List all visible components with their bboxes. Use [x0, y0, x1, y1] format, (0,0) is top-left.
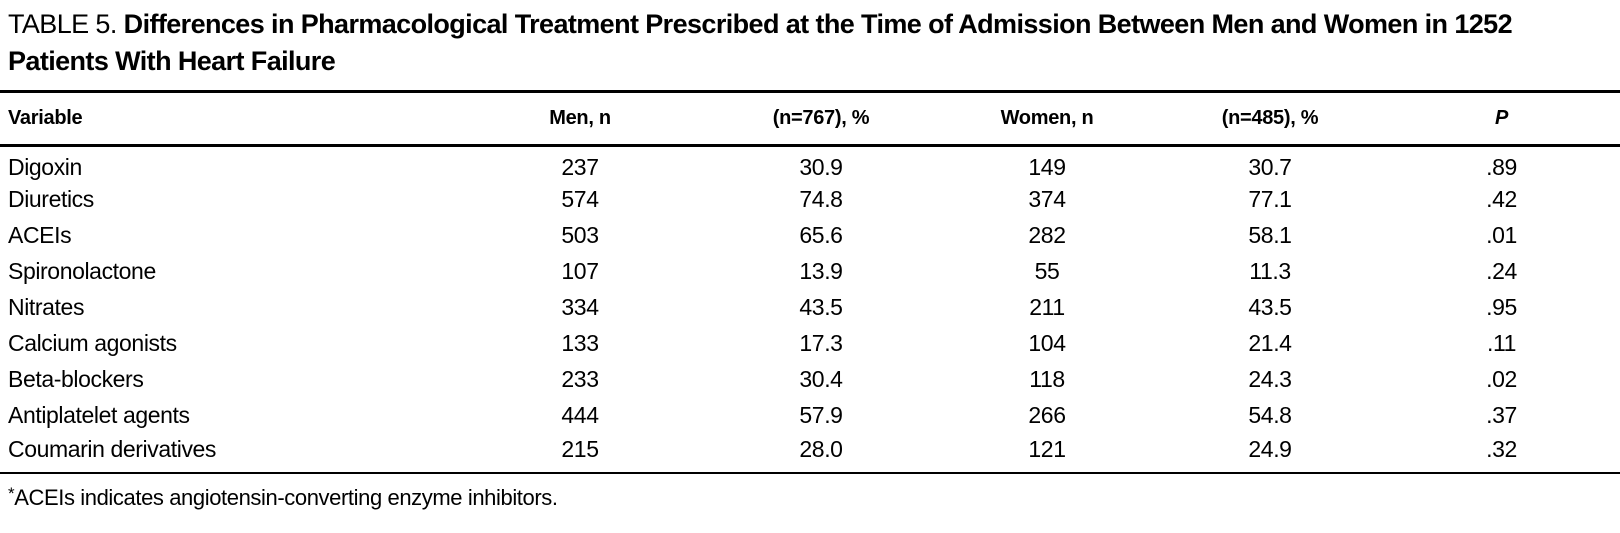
- row-variable-label: Digoxin: [8, 153, 82, 180]
- row-value: 54.8: [1248, 402, 1292, 428]
- row-value: .32: [1486, 436, 1517, 462]
- table-row: Diuretics 574 74.8 374 77.1 .42: [0, 182, 1620, 218]
- row-variable-label: Nitrates: [8, 294, 85, 320]
- row-value: 444: [561, 402, 599, 428]
- table-title: Differences in Pharmacological Treatment…: [8, 9, 1513, 76]
- row-value: .42: [1486, 186, 1517, 212]
- row-value: 30.4: [799, 366, 843, 392]
- row-value: 282: [1028, 222, 1066, 248]
- row-value: .89: [1486, 153, 1517, 180]
- row-value: 30.7: [1248, 153, 1292, 180]
- col-header-men-n: Men, n: [549, 107, 611, 129]
- row-value: 74.8: [799, 186, 843, 212]
- row-value: 133: [561, 330, 599, 356]
- row-variable-label: Spironolactone: [8, 258, 156, 284]
- row-value: 21.4: [1248, 330, 1292, 356]
- data-table: Variable Men, n (n=767), % Women, n (n=4…: [0, 90, 1620, 470]
- col-header-p-value: P: [1494, 107, 1509, 129]
- bottom-rule: [0, 471, 1620, 474]
- row-value: .95: [1486, 294, 1517, 320]
- table-row: Digoxin 237 30.9 149 30.7 .89: [0, 146, 1620, 182]
- row-value: 65.6: [799, 222, 843, 248]
- row-value: .02: [1486, 366, 1517, 392]
- col-header-variable: Variable: [8, 107, 83, 129]
- row-value: 43.5: [1248, 294, 1292, 320]
- row-variable-label: Coumarin derivatives: [8, 436, 217, 462]
- col-header-women-n: Women, n: [1000, 107, 1094, 129]
- header-row: Variable Men, n (n=767), % Women, n (n=4…: [0, 91, 1620, 146]
- row-value: 107: [561, 258, 599, 284]
- row-value: 233: [561, 366, 599, 392]
- row-value: .37: [1486, 402, 1517, 428]
- table-row: Antiplatelet agents 444 57.9 266 54.8 .37: [0, 398, 1620, 434]
- table-row: Beta-blockers 233 30.4 118 24.3 .02: [0, 362, 1620, 398]
- row-value: 266: [1028, 402, 1066, 428]
- row-value: 17.3: [799, 330, 843, 356]
- row-value: 104: [1028, 330, 1066, 356]
- row-variable-label: ACEIs: [8, 222, 72, 248]
- footnote-asterisk: *: [8, 483, 15, 503]
- footnote-text: ACEIs indicates angiotensin-converting e…: [14, 484, 558, 510]
- row-value: 121: [1028, 436, 1066, 462]
- row-value: 13.9: [799, 258, 843, 284]
- table-row: Spironolactone 107 13.9 55 11.3 .24: [0, 254, 1620, 290]
- row-value: .24: [1486, 258, 1517, 284]
- row-value: 11.3: [1249, 258, 1291, 284]
- row-value: 24.9: [1248, 436, 1292, 462]
- row-value: 30.9: [799, 153, 843, 180]
- table-caption: TABLE 5. Differences in Pharmacological …: [0, 0, 1600, 80]
- table-footnote: *ACEIs indicates angiotensin-converting …: [0, 474, 1620, 511]
- table-row: Coumarin derivatives 215 28.0 121 24.9 .32: [0, 434, 1620, 470]
- row-variable-label: Beta-blockers: [8, 366, 144, 392]
- row-value: 57.9: [799, 402, 843, 428]
- row-value: 24.3: [1248, 366, 1292, 392]
- row-value: .11: [1486, 330, 1517, 356]
- row-value: 55: [1034, 258, 1060, 284]
- row-value: 334: [561, 294, 599, 320]
- table-body: Digoxin 237 30.9 149 30.7 .89 Diuretics 574 74.8…: [0, 146, 1620, 470]
- table-row: Nitrates 334 43.5 211 43.5 .95: [0, 290, 1620, 326]
- row-value: 215: [561, 436, 599, 462]
- table-header: Variable Men, n (n=767), % Women, n (n=4…: [0, 91, 1620, 146]
- row-value: 211: [1029, 294, 1065, 320]
- row-value: 149: [1028, 153, 1066, 180]
- row-variable-label: Calcium agonists: [8, 330, 177, 356]
- table-label: TABLE 5.: [8, 9, 117, 39]
- row-value: 574: [561, 186, 599, 212]
- col-header-women-pct: (n=485), %: [1221, 107, 1319, 129]
- row-value: 374: [1028, 186, 1066, 212]
- row-value: 118: [1029, 366, 1065, 392]
- row-variable-label: Antiplatelet agents: [8, 402, 190, 428]
- row-value: 503: [561, 222, 599, 248]
- col-header-men-pct: (n=767), %: [772, 107, 870, 129]
- row-value: 43.5: [799, 294, 843, 320]
- row-value: .01: [1486, 222, 1517, 248]
- row-value: 237: [561, 153, 599, 180]
- row-variable-label: Diuretics: [8, 186, 94, 212]
- table-row: ACEIs 503 65.6 282 58.1 .01: [0, 218, 1620, 254]
- row-value: 28.0: [799, 436, 843, 462]
- row-value: 77.1: [1248, 186, 1292, 212]
- table-row: Calcium agonists 133 17.3 104 21.4 .11: [0, 326, 1620, 362]
- row-value: 58.1: [1248, 222, 1292, 248]
